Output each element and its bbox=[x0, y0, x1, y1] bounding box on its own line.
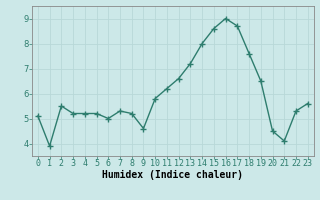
X-axis label: Humidex (Indice chaleur): Humidex (Indice chaleur) bbox=[102, 170, 243, 180]
